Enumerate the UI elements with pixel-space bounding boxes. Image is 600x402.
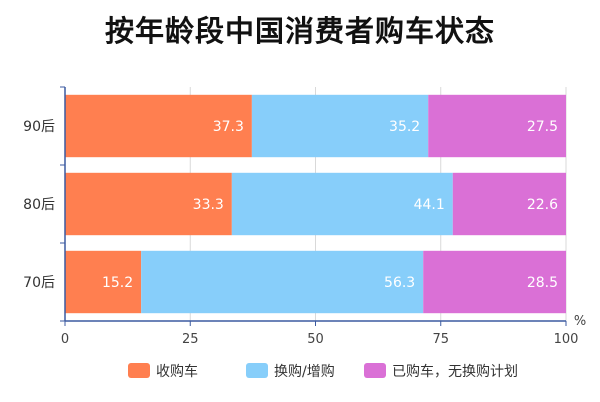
y-category-label: 80后 [23, 197, 55, 213]
chart-title: 按年龄段中国消费者购车状态 [104, 14, 495, 48]
legend-swatch [364, 363, 386, 378]
x-tick-label: 0 [61, 332, 69, 347]
data-label: 27.5 [527, 119, 558, 135]
legend-swatch [128, 363, 150, 378]
bar-segment [428, 94, 566, 158]
bar-segment [141, 250, 424, 314]
x-tick-label: 50 [307, 332, 324, 347]
legend-swatch [246, 363, 268, 378]
legend-label: 已购车，无换购计划 [392, 363, 518, 380]
bar-segment [65, 250, 142, 314]
y-category-label: 90后 [23, 119, 55, 135]
bar-segment [423, 250, 566, 314]
bar-segment [65, 94, 252, 158]
legend: 收购车 换购/增购 已购车，无换购计划 [128, 363, 518, 380]
data-label: 33.3 [193, 197, 224, 213]
axes: 0 25 50 75 100% 90后 80后 70后 [23, 86, 586, 347]
bar-segment [251, 94, 429, 158]
data-label: 44.1 [414, 197, 445, 213]
x-tick-label: 25 [182, 332, 199, 347]
legend-label: 换购/增购 [274, 363, 335, 380]
x-unit-label: % [574, 314, 586, 329]
data-label: 28.5 [527, 275, 558, 291]
data-label: 37.3 [213, 119, 244, 135]
x-tick-label: 100 [554, 332, 579, 347]
bar-segment [231, 172, 453, 236]
bars: 37.3 35.2 27.5 33.3 44.1 22.6 15.2 56.3 28.5 [65, 94, 566, 314]
y-category-label: 70后 [23, 275, 55, 291]
bar-segment [452, 172, 566, 236]
legend-label: 收购车 [156, 363, 198, 380]
data-label: 15.2 [102, 275, 133, 291]
data-label: 22.6 [527, 197, 558, 213]
data-label: 35.2 [389, 119, 420, 135]
bar-segment [65, 172, 232, 236]
data-label: 56.3 [384, 275, 415, 291]
x-tick-label: 75 [432, 332, 449, 347]
